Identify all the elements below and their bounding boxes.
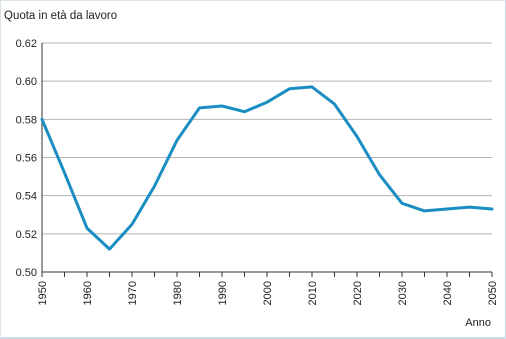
x-tick-label: 2050 xyxy=(487,281,499,305)
y-tick-label: 0.54 xyxy=(16,191,37,203)
series xyxy=(40,85,494,251)
x-tick-label: 1970 xyxy=(127,281,139,305)
x-tick-label: 2030 xyxy=(397,281,409,305)
y-tick-labels: 0.50 0.52 0.54 0.56 0.58 0.60 0.62 xyxy=(16,38,37,279)
y-axis-title: Quota in età da lavoro xyxy=(4,10,117,22)
y-tick-label: 0.62 xyxy=(16,38,37,50)
x-tick-labels: 1950 1960 1970 1980 1990 2000 2010 2020 2030 2040… xyxy=(37,281,499,305)
x-tick-label: 1950 xyxy=(37,281,49,305)
y-tick-label: 0.60 xyxy=(16,76,37,88)
y-tick-label: 0.50 xyxy=(16,267,37,279)
y-tick-label: 0.58 xyxy=(16,114,37,126)
x-tick-label: 2040 xyxy=(442,281,454,305)
series-line xyxy=(40,85,494,251)
gridlines xyxy=(42,42,492,273)
x-axis-title: Anno xyxy=(465,317,491,329)
x-tick-label: 2010 xyxy=(307,281,319,305)
y-tick-label: 0.56 xyxy=(16,153,37,165)
x-tick-label: 2000 xyxy=(262,281,274,305)
x-tick-label: 2020 xyxy=(352,281,364,305)
y-tick-label: 0.52 xyxy=(16,229,37,241)
x-tick-label: 1960 xyxy=(82,281,94,305)
x-tick-label: 1980 xyxy=(172,281,184,305)
x-tick-label: 1990 xyxy=(217,281,229,305)
axes xyxy=(41,43,493,277)
